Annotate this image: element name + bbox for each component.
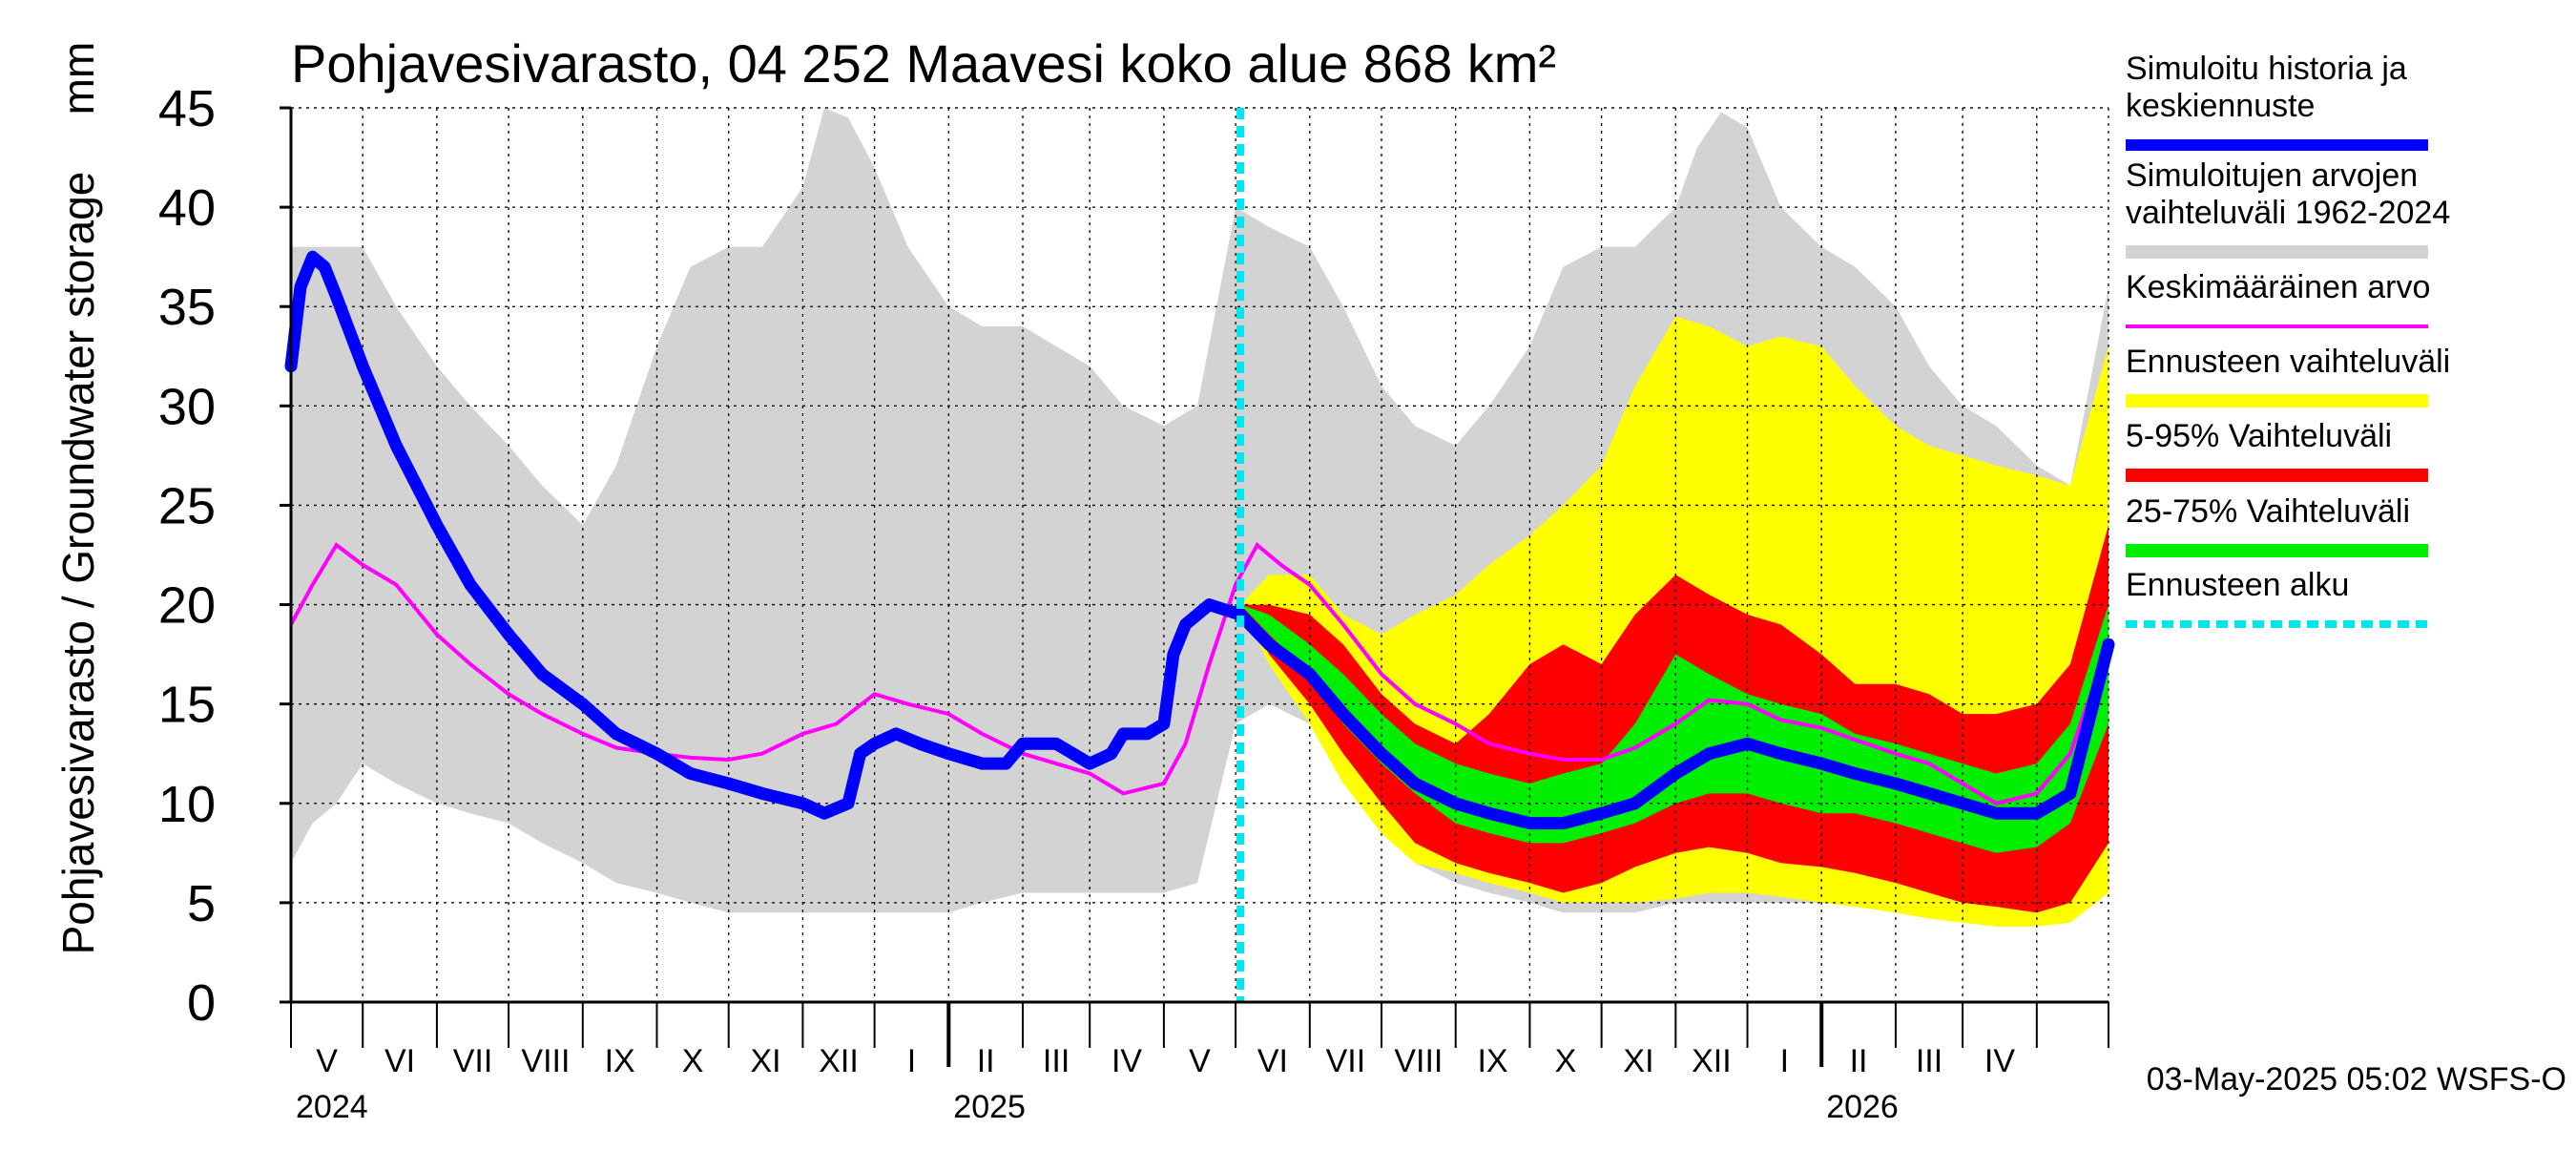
y-tick-label: 40: [158, 179, 216, 237]
y-axis-label: Pohjavesivarasto / Groundwater storage: [53, 172, 103, 955]
month-label: VII: [453, 1043, 493, 1079]
p25-75-band: [1240, 604, 2109, 853]
y-tick-label: 35: [158, 279, 216, 336]
y-tick-label: 0: [187, 974, 216, 1032]
chart-title: Pohjavesivarasto, 04 252 Maavesi koko al…: [291, 33, 1556, 94]
month-label: IX: [1477, 1043, 1507, 1079]
legend-label: Simuloitu historia ja: [2126, 51, 2407, 87]
month-label: I: [1780, 1043, 1789, 1079]
month-label: VI: [1257, 1043, 1288, 1079]
forecast-median-line: [1234, 608, 2115, 830]
month-label: IV: [1984, 1043, 2015, 1079]
month-label: XII: [1692, 1043, 1732, 1079]
month-label: XII: [819, 1043, 859, 1079]
y-tick-label: 15: [158, 677, 216, 734]
month-label: XI: [750, 1043, 780, 1079]
legend-label: Simuloitujen arvojen: [2126, 157, 2418, 194]
legend-item-fc_start: Ennusteen alku: [2126, 567, 2428, 628]
year-label: 2026: [1826, 1089, 1899, 1125]
month-label: V: [1189, 1043, 1211, 1079]
mean-line: [289, 542, 2110, 805]
y-tick-label: 10: [158, 776, 216, 833]
month-label: X: [682, 1043, 704, 1079]
y-tick-label: 45: [158, 80, 216, 137]
month-label: III: [1043, 1043, 1070, 1079]
year-label: 2025: [953, 1089, 1026, 1125]
legend-item-mean: Keskimääräinen arvo: [2126, 269, 2430, 328]
y-tick-label: 25: [158, 477, 216, 534]
legend-label: 5-95% Vaihteluväli: [2126, 418, 2392, 454]
month-label: III: [1916, 1043, 1942, 1079]
y-tick-label: 30: [158, 378, 216, 435]
month-label: IV: [1111, 1043, 1142, 1079]
legend-item-p25_75: 25-75% Vaihteluväli: [2126, 493, 2428, 557]
month-label: VI: [384, 1043, 415, 1079]
history-line: [284, 250, 1247, 820]
line-layer: [284, 108, 2115, 1002]
month-label: II: [1850, 1043, 1868, 1079]
y-tick-label: 5: [187, 875, 216, 932]
month-label: IX: [605, 1043, 635, 1079]
month-label: VIII: [521, 1043, 570, 1079]
legend-item-fc_range: Ennusteen vaihteluväli: [2126, 344, 2450, 408]
timestamp-label: 03-May-2025 05:02 WSFS-O: [2147, 1061, 2566, 1098]
month-label: V: [316, 1043, 338, 1079]
legend-item-p5_95: 5-95% Vaihteluväli: [2126, 418, 2428, 482]
month-label: VII: [1326, 1043, 1366, 1079]
legend-label: Ennusteen vaihteluväli: [2126, 344, 2450, 380]
y-axis-unit: mm: [53, 42, 103, 115]
legend-label: vaihteluväli 1962-2024: [2126, 195, 2450, 231]
band-layer: [291, 108, 2109, 927]
y-tick-label: 20: [158, 577, 216, 635]
month-label: VIII: [1394, 1043, 1443, 1079]
month-label: X: [1555, 1043, 1577, 1079]
legend-label: Keskimääräinen arvo: [2126, 269, 2430, 305]
month-label: XI: [1623, 1043, 1653, 1079]
year-label: 2024: [296, 1089, 368, 1125]
legend: Simuloitu historia jakeskiennusteSimuloi…: [2126, 51, 2450, 628]
month-label: II: [977, 1043, 995, 1079]
legend-label: keskiennuste: [2126, 88, 2315, 124]
legend-label: 25-75% Vaihteluväli: [2126, 493, 2410, 530]
legend-label: Ennusteen alku: [2126, 567, 2349, 603]
month-label: I: [907, 1043, 916, 1079]
